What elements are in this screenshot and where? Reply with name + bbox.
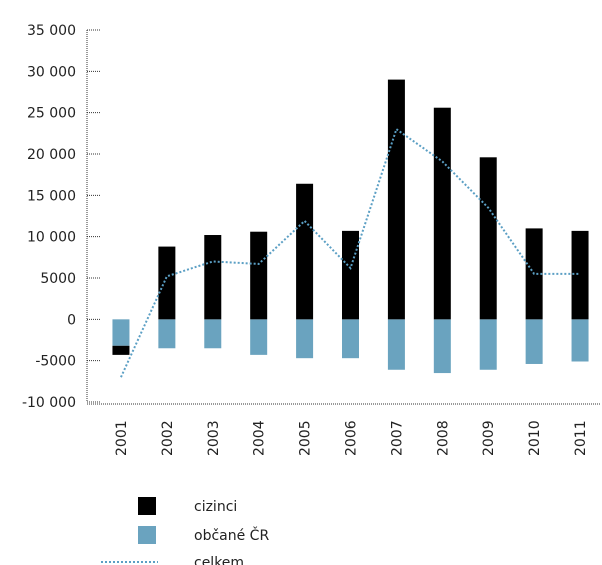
- legend-label-citizens: občané ČR: [194, 526, 269, 544]
- y-tick-label: 10 000: [27, 230, 76, 246]
- bar-citizens: [204, 319, 222, 349]
- x-tick-label: 2011: [573, 420, 589, 456]
- bar-citizens: [296, 319, 314, 359]
- bar-foreigners: [433, 107, 451, 320]
- y-axis: 35 000 30 000 25 000 20 000 15 000 10 000 5000…: [22, 23, 101, 411]
- y-tick-label: 0: [67, 312, 76, 328]
- bar-citizens: [387, 319, 405, 370]
- bar-foreigners: [479, 157, 497, 320]
- x-tick-label: 2002: [160, 420, 176, 456]
- bar-foreigners: [158, 246, 176, 320]
- bar-citizens: [571, 319, 589, 362]
- bar-foreigners: [342, 230, 359, 320]
- bar-citizens: [250, 319, 268, 355]
- bar-foreigners: [571, 230, 589, 320]
- legend-swatch-foreigners: [138, 497, 156, 515]
- bar-citizens: [112, 319, 130, 346]
- x-tick-label: 2010: [527, 420, 543, 456]
- bar-foreigners: [296, 183, 314, 320]
- x-axis: 2001 2002 2003 2004 2005 2006 2007 2008 2009 2010…: [87, 403, 600, 456]
- y-tick-label: 20 000: [27, 147, 76, 163]
- bar-citizens: [342, 319, 359, 359]
- bar-citizens: [158, 319, 176, 349]
- x-tick-label: 2004: [252, 420, 268, 456]
- bar-foreigners: [112, 345, 130, 355]
- x-tick-label: 2009: [481, 420, 497, 456]
- y-tick-label: 5000: [40, 271, 76, 287]
- x-tick-label: 2007: [389, 420, 405, 456]
- bar-foreigners: [250, 231, 268, 320]
- y-tick-label: 15 000: [27, 188, 76, 204]
- legend-label-total: celkem: [194, 555, 244, 565]
- x-tick-label: 2005: [298, 420, 314, 456]
- y-tick-label: 25 000: [27, 106, 76, 122]
- legend-swatch-citizens: [138, 526, 156, 544]
- bar-citizens: [525, 319, 543, 364]
- line-total: [120, 127, 581, 378]
- legend: cizinci občané ČR celkem: [101, 497, 269, 565]
- bar-citizens: [479, 319, 497, 370]
- total-line: [120, 127, 581, 378]
- y-tick-label: 30 000: [27, 64, 76, 80]
- y-tick-label: -5000: [35, 354, 76, 370]
- x-tick-label: 2001: [114, 420, 130, 456]
- legend-label-foreigners: cizinci: [194, 499, 237, 515]
- bar-foreigners: [387, 79, 405, 320]
- x-tick-label: 2008: [435, 420, 451, 456]
- y-tick-label: 35 000: [27, 23, 76, 39]
- bars: [112, 79, 589, 374]
- y-tick-label: -10 000: [22, 395, 76, 411]
- x-tick-label: 2006: [344, 420, 360, 456]
- bar-foreigners: [204, 235, 222, 320]
- bar-citizens: [433, 319, 451, 374]
- x-tick-label: 2003: [206, 420, 222, 456]
